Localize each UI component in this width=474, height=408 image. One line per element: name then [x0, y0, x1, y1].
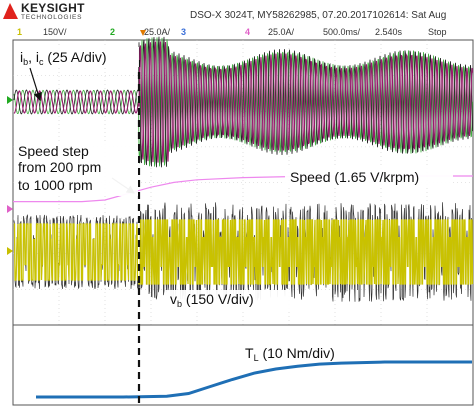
currents-label: ib, ic (25 A/div)	[20, 49, 107, 67]
trigger-marker-icon	[140, 30, 146, 36]
ch4-marker-icon	[7, 205, 13, 213]
step-label-line2: from 200 rpm	[18, 159, 101, 175]
speed-label: Speed (1.65 V/krpm)	[290, 169, 419, 185]
step-label-line3: to 1000 rpm	[18, 177, 93, 193]
voltage-label: vb (150 V/div)	[170, 291, 254, 309]
torque-panel	[13, 325, 473, 405]
ch1-marker-icon	[7, 247, 13, 255]
ch2-marker-icon	[7, 96, 13, 104]
torque-label: TL (10 Nm/div)	[245, 345, 335, 363]
step-label-line1: Speed step	[18, 143, 89, 159]
